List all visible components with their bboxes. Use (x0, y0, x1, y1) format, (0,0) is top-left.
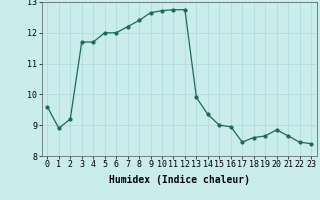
X-axis label: Humidex (Indice chaleur): Humidex (Indice chaleur) (109, 175, 250, 185)
